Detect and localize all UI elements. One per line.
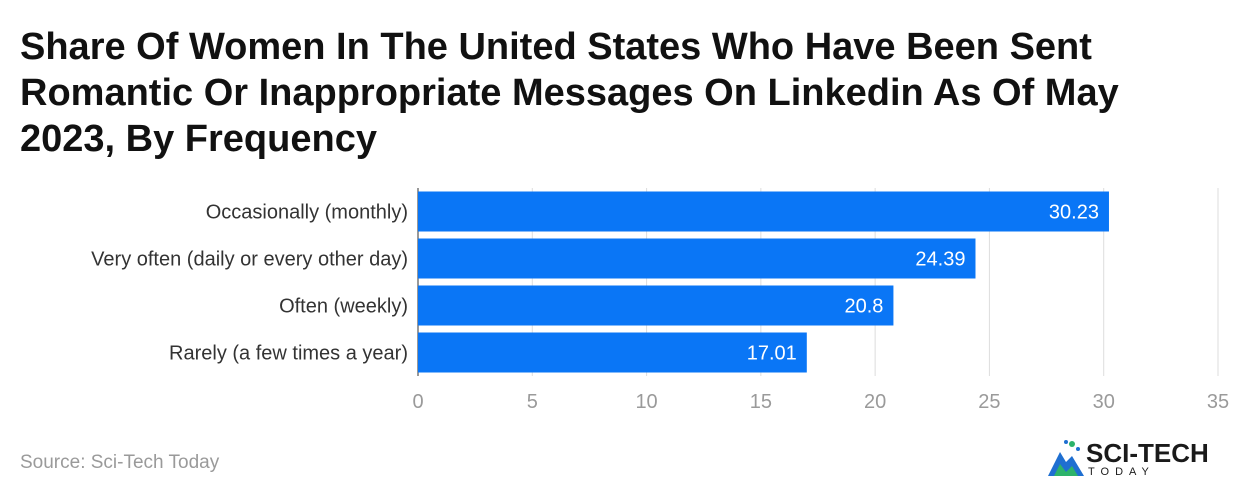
chart-title: Share Of Women In The United States Who … [20,26,1119,160]
bar-chart: 0 5 10 15 20 25 30 35 30.23 Occasionally (monthly… [91,188,1229,413]
bar [418,191,1109,232]
data-label: 24.39 [915,249,965,271]
category-label: Rarely (a few times a year) [169,343,408,365]
x-tick-label: 10 [635,391,657,413]
x-tick-label: 15 [750,391,772,413]
mountain-logo-icon [1048,440,1084,476]
category-label: Often (weekly) [279,296,408,318]
category-label: Very often (daily or every other day) [91,249,408,271]
x-tick-label: 30 [1093,391,1115,413]
data-label: 20.8 [844,296,883,318]
x-tick-label: 5 [527,391,538,413]
bar [418,332,807,373]
logo-text: SCI-TECH [1086,438,1209,468]
x-tick-label: 25 [978,391,1000,413]
brand-logo: SCI-TECH TODAY [1046,436,1226,482]
x-tick-label: 0 [412,391,423,413]
data-label: 17.01 [747,343,797,365]
source-label: Source: Sci-Tech Today [20,452,220,473]
category-label: Occasionally (monthly) [206,202,408,224]
x-tick-label: 20 [864,391,886,413]
x-tick-label: 35 [1207,391,1229,413]
bar [418,238,976,279]
bar [418,285,894,326]
data-label: 30.23 [1049,202,1099,224]
logo-subtext: TODAY [1088,466,1155,478]
